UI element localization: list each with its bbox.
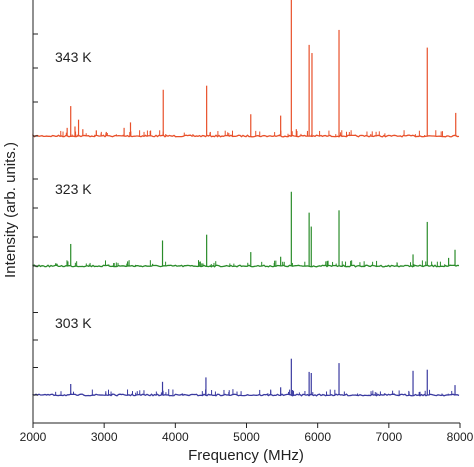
temperature-label: 343 K (55, 49, 92, 65)
x-tick-label: 3000 (91, 430, 118, 444)
x-axis-title: Frequency (MHz) (188, 447, 304, 464)
x-tick-label: 8000 (447, 430, 474, 444)
y-axis-title: Intensity (arb. units.) (2, 142, 19, 278)
temperature-label: 323 K (55, 181, 92, 197)
temperature-label: 303 K (55, 315, 92, 331)
x-tick-label: 7000 (375, 430, 402, 444)
spectrum-baseline (32, 264, 460, 268)
axis-layer: 2000 3000 4000 5000 6000 7000 8000 (20, 0, 474, 444)
panels-layer: 343 K 323 K 303 K (32, 0, 460, 397)
spectrum-baseline (32, 133, 460, 138)
spectrum-panel: 303 K (32, 315, 460, 397)
spectrum-panel: 343 K (32, 0, 460, 138)
spectrum-panel: 323 K (32, 181, 460, 268)
x-tick-label: 6000 (304, 430, 331, 444)
spectrum-baseline (32, 393, 460, 397)
x-tick-label: 2000 (20, 430, 47, 444)
x-tick-label: 4000 (162, 430, 189, 444)
x-tick-label: 5000 (233, 430, 260, 444)
